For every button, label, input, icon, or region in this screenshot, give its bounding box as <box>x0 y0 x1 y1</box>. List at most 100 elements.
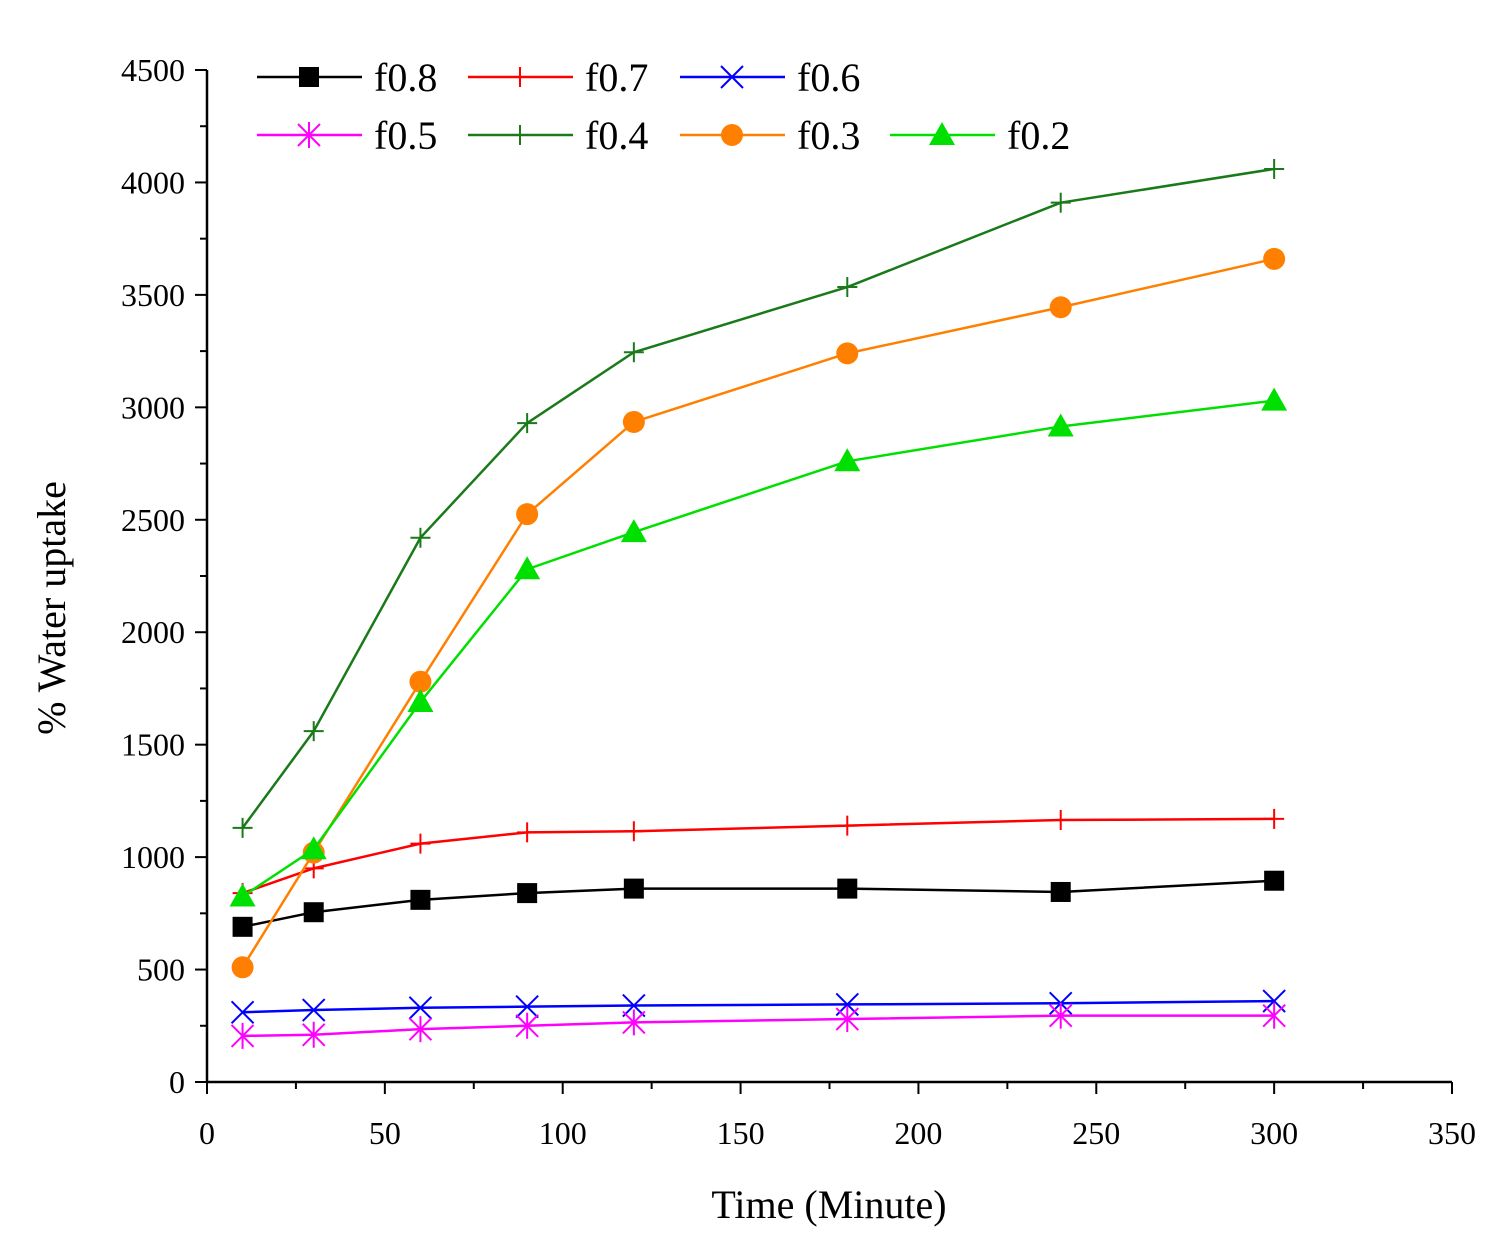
data-point-f0-8 <box>1264 870 1285 891</box>
data-point-f0-4 <box>623 342 644 363</box>
marker-stroke <box>230 1000 255 1024</box>
x-tick-label: 250 <box>1072 1115 1120 1151</box>
series-layer <box>229 158 1288 1049</box>
legend-label: f0.7 <box>585 55 648 100</box>
marker-stroke <box>408 996 433 1020</box>
data-point-f0-8 <box>410 889 431 910</box>
x-tick-label: 150 <box>717 1115 765 1151</box>
data-point-f0-8 <box>232 916 253 937</box>
series-line-f0-4 <box>241 167 1275 829</box>
data-point-f0-5 <box>302 1021 326 1048</box>
data-point-f0-8 <box>517 883 538 904</box>
legend-label: f0.8 <box>374 55 437 100</box>
data-point-f0-7 <box>623 821 644 842</box>
legend-marker <box>299 67 319 87</box>
data-point-f0-5 <box>1049 1002 1073 1029</box>
series-f0-3 <box>231 247 1286 979</box>
data-point-f0-5 <box>835 1006 859 1033</box>
data-point-f0-2 <box>407 688 434 712</box>
legend-marker <box>720 65 744 89</box>
legend-item-f0-5: f0.5 <box>257 113 437 158</box>
data-point-f0-4 <box>232 817 253 838</box>
data-point-f0-8 <box>303 902 324 923</box>
data-point-f0-5 <box>408 1016 433 1043</box>
legend-item-f0-4: f0.4 <box>468 113 648 158</box>
legend-marker <box>721 124 743 146</box>
marker-stroke <box>622 993 646 1018</box>
legend-marker <box>510 125 530 145</box>
marker-stroke <box>302 998 326 1022</box>
legend: f0.8 f0.7 f0.6 f0.5 f0.4 f0.3 f0.2 <box>257 55 1070 158</box>
data-point-f0-8 <box>837 878 858 899</box>
y-tick-label: 2500 <box>121 502 185 538</box>
data-point-f0-3 <box>1049 296 1072 319</box>
data-point-f0-2 <box>620 519 647 543</box>
y-tick-label: 3500 <box>121 277 185 313</box>
series-f0-2 <box>229 387 1288 907</box>
y-axis-title: % Water uptake <box>29 481 74 735</box>
y-tick-label: 1500 <box>121 727 185 763</box>
data-point-f0-8 <box>1050 881 1071 902</box>
data-point-f0-3 <box>836 342 859 365</box>
y-tick-label: 3000 <box>121 389 185 425</box>
data-point-f0-3 <box>516 503 539 526</box>
legend-item-f0-2: f0.2 <box>890 113 1070 158</box>
legend-label: f0.4 <box>585 113 648 158</box>
y-tick-label: 1000 <box>121 839 185 875</box>
x-tick-label: 200 <box>894 1115 942 1151</box>
series-line-f0-5 <box>242 1014 1275 1038</box>
data-point-f0-7 <box>837 815 858 836</box>
data-point-f0-3 <box>231 956 254 979</box>
series-line-f0-8 <box>242 879 1275 929</box>
data-point-f0-4 <box>410 527 431 548</box>
data-point-f0-6 <box>408 996 433 1020</box>
data-point-f0-4 <box>517 413 538 434</box>
data-point-f0-7 <box>517 822 538 843</box>
data-point-f0-5 <box>515 1012 539 1039</box>
data-point-f0-4 <box>1050 192 1071 213</box>
data-point-f0-2 <box>229 883 256 907</box>
marker-stroke <box>515 994 539 1019</box>
legend-label: f0.6 <box>797 55 860 100</box>
y-tick-label: 2000 <box>121 614 185 650</box>
data-point-f0-4 <box>303 721 324 742</box>
data-point-f0-5 <box>622 1009 646 1036</box>
data-point-f0-2 <box>300 836 327 860</box>
legend-marker <box>929 122 955 145</box>
y-tick-label: 4500 <box>121 52 185 88</box>
legend-item-f0-8: f0.8 <box>257 55 437 100</box>
data-point-f0-7 <box>1050 810 1071 831</box>
x-tick-label: 50 <box>369 1115 401 1151</box>
series-line-f0-3 <box>241 257 1275 968</box>
data-point-f0-6 <box>230 1000 255 1024</box>
legend-label: f0.2 <box>1007 113 1070 158</box>
series-line-f0-2 <box>241 399 1275 898</box>
series-f0-4 <box>232 158 1285 838</box>
data-point-f0-2 <box>1047 413 1074 437</box>
series-line-f0-6 <box>242 999 1275 1014</box>
data-point-f0-7 <box>1264 808 1285 829</box>
x-tick-label: 0 <box>199 1115 215 1151</box>
x-tick-label: 100 <box>539 1115 587 1151</box>
data-point-f0-3 <box>409 670 432 693</box>
data-point-f0-5 <box>230 1022 255 1049</box>
data-point-f0-2 <box>1261 387 1288 411</box>
data-point-f0-6 <box>515 994 539 1019</box>
data-point-f0-4 <box>837 277 858 298</box>
y-tick-label: 4000 <box>121 164 185 200</box>
data-point-f0-6 <box>302 998 326 1022</box>
marker-stroke <box>720 65 744 89</box>
series-line-f0-7 <box>242 817 1275 895</box>
y-tick-label: 500 <box>137 952 185 988</box>
series-f0-5 <box>230 1002 1286 1049</box>
data-point-f0-3 <box>622 410 645 433</box>
legend-item-f0-6: f0.6 <box>680 55 860 100</box>
series-f0-8 <box>232 870 1285 937</box>
data-point-f0-6 <box>622 993 646 1018</box>
data-point-f0-2 <box>834 448 861 472</box>
legend-marker <box>297 122 321 148</box>
x-axis-title: Time (Minute) <box>711 1182 946 1227</box>
data-point-f0-2 <box>514 556 541 580</box>
